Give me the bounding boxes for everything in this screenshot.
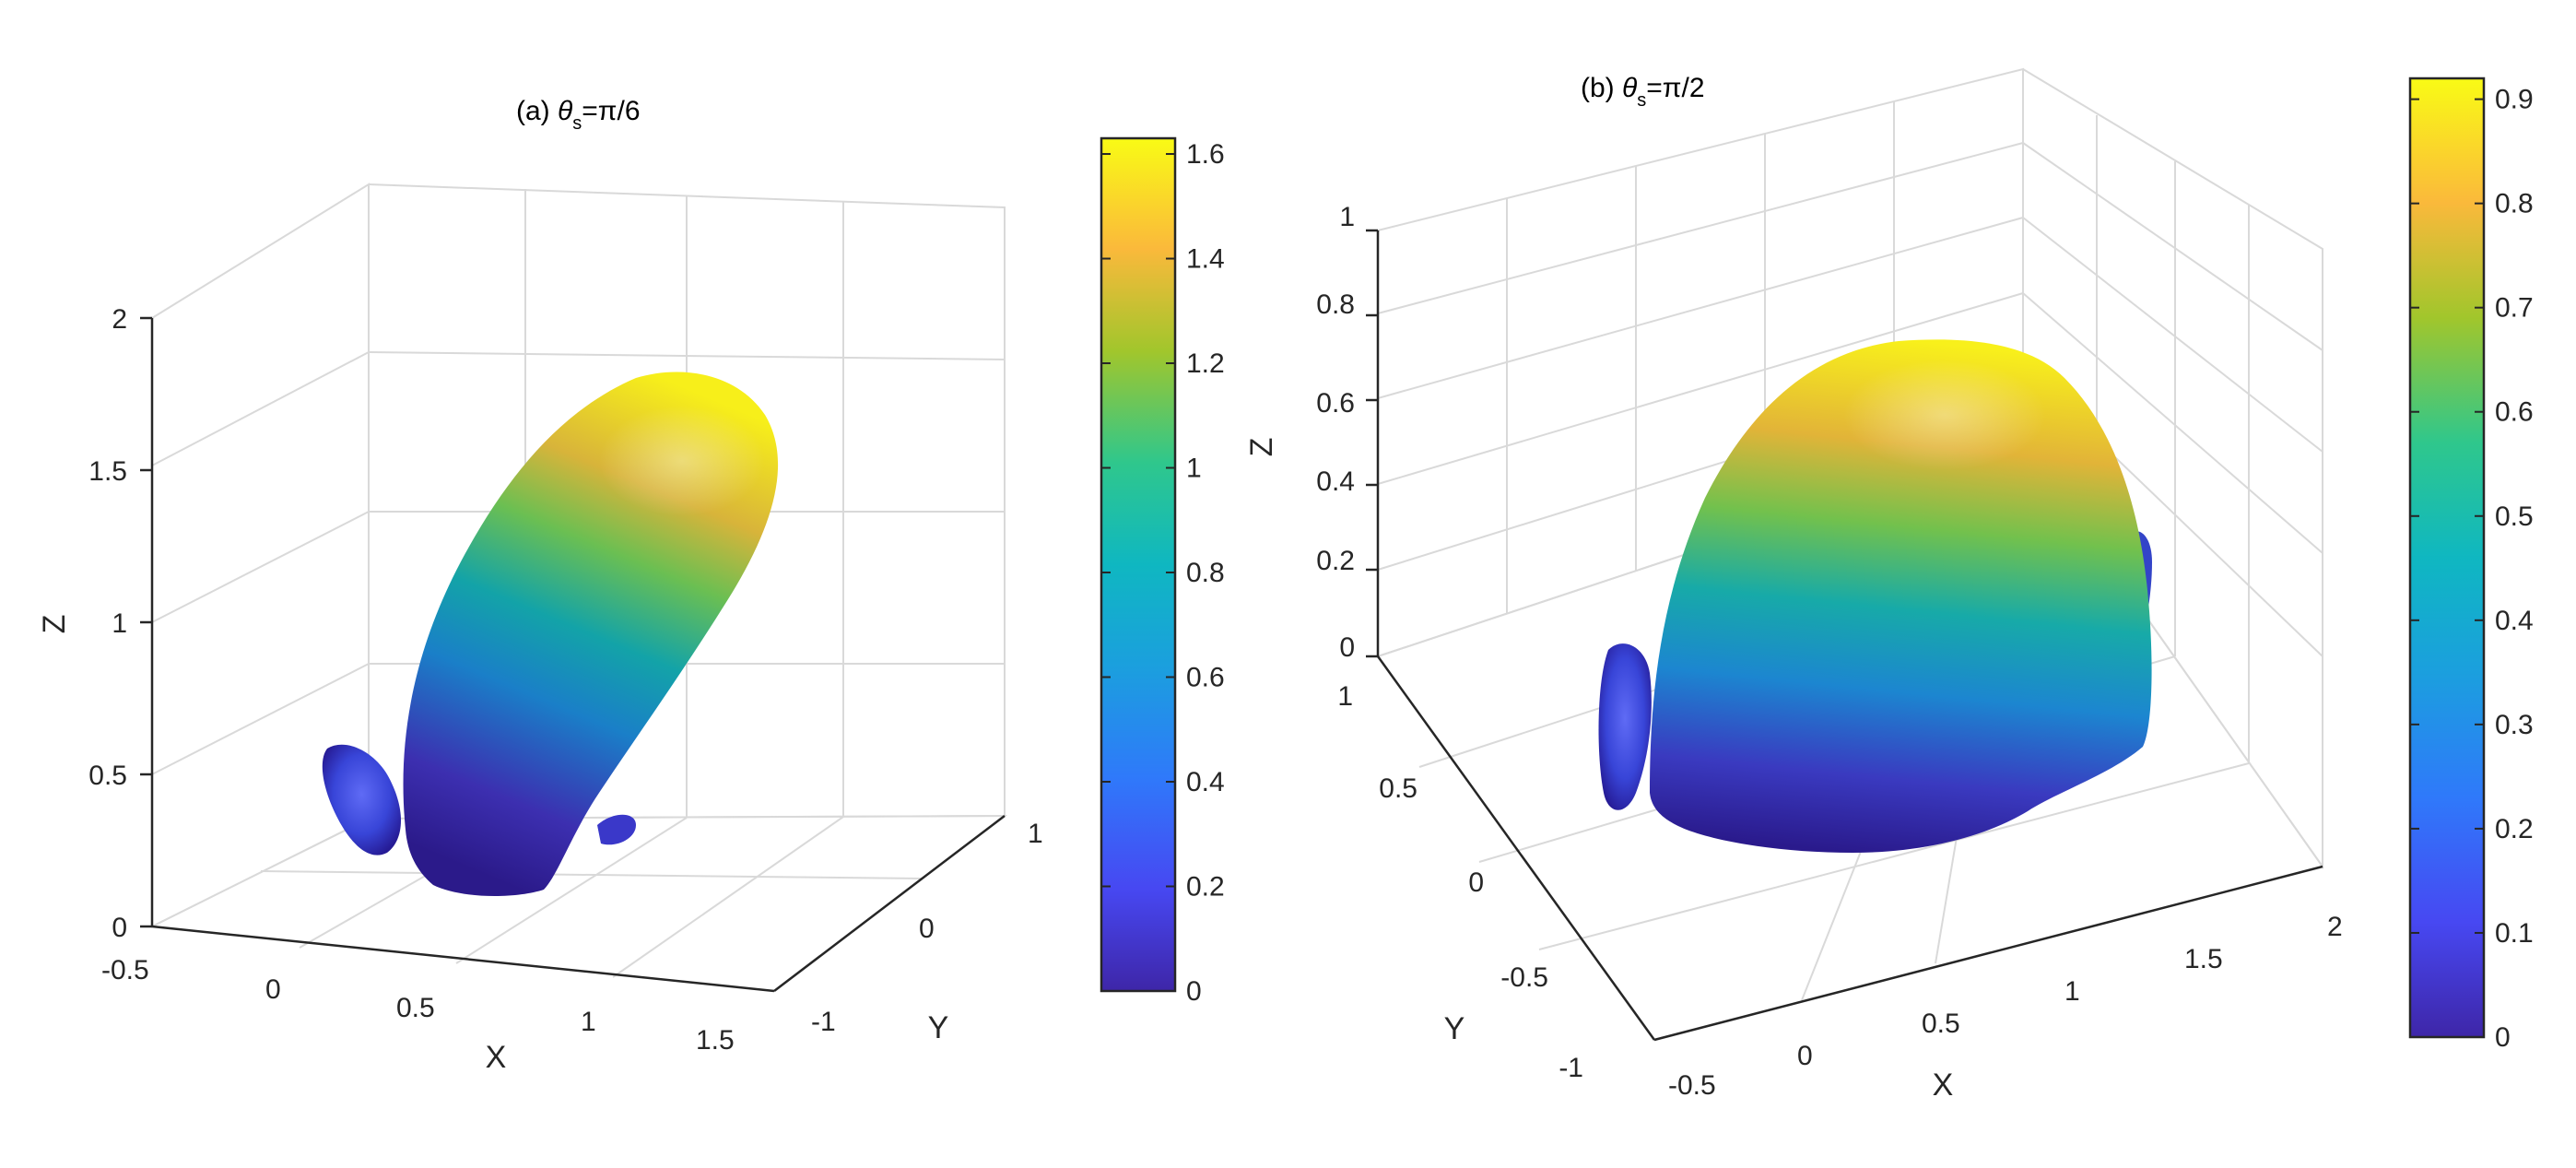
panel-b-y-tick: 1 [1337,681,1353,712]
panel-b-x-tick: 1 [2064,976,2080,1007]
panel-a-surface [322,372,779,896]
panel-b-z-tick: 0.2 [1316,546,1355,576]
panel-a-x-label: X [486,1040,507,1075]
panel-b-z-tick: 0.8 [1316,289,1355,320]
colorbar-tick-label: 0.8 [1186,558,1225,588]
colorbar-tick-label: 0.5 [2495,501,2534,532]
panel-b-z-ticks: 0 0.2 0.4 0.6 0.8 1 [1316,202,1355,663]
panel-b-z-label: Z [1244,438,1279,457]
panel-a-axes [140,316,1006,993]
colorbar-tick-label: 1.4 [1186,244,1225,275]
panel-a-y-ticks: -1 0 1 [811,819,1043,1037]
panel-a-z-tick: 2 [112,304,127,335]
panel-a-z-tick: 1 [112,608,127,639]
panel-b-z-tick: 0 [1339,632,1355,663]
panel-a-z-tick: 0 [112,913,127,943]
panel-a-x-tick: 0.5 [396,993,435,1023]
panel-a-x-tick: 1.5 [696,1025,735,1056]
panel-b-y-label: Y [1444,1011,1465,1046]
panel-a-colorbar-bar [1100,136,1177,993]
panel-b-y-tick: -0.5 [1500,962,1548,993]
panel-b-highlight [1843,360,2046,470]
panel-b-x-ticks: -0.5 0 0.5 1 1.5 2 [1668,912,2343,1101]
panel-a-side-lobe [322,744,401,855]
panel-a-side-lobe [597,814,636,845]
panel-a-z-tick: 0.5 [88,761,127,791]
colorbar-tick-label: 0.6 [2495,397,2534,428]
panel-b-x-tick: 0 [1797,1041,1813,1071]
panel-b: (b) θs=π/2 [1244,67,2534,1103]
panel-b-axes [1366,229,2323,1042]
colorbar-tick-label: 1.2 [1186,348,1225,379]
panel-a-y-label: Y [928,1010,949,1045]
panel-b-surface [1598,339,2152,853]
colorbar-tick-label: 0.6 [1186,663,1225,693]
panel-a-x-ticks: -0.5 0 0.5 1 1.5 [101,955,735,1056]
panel-a-y-tick: -1 [811,1007,836,1037]
panel-b-z-tick: 0.6 [1316,388,1355,419]
panel-b-x-tick: 2 [2327,912,2343,942]
panel-b-x-tick: -0.5 [1668,1070,1716,1101]
panel-b-y-tick: 0 [1468,867,1484,898]
panel-a-x-tick: -0.5 [101,955,149,985]
panel-b-y-ticks: -1 -0.5 0 0.5 1 [1337,681,1583,1083]
panel-a-highlight [599,406,765,516]
panel-a-title: (a) θs=π/6 [516,96,641,134]
panel-b-y-tick: 0.5 [1379,773,1417,804]
panel-b-x-tick: 1.5 [2184,944,2223,974]
colorbar-tick-label: 1.6 [1186,139,1225,170]
colorbar-tick-label: 0.1 [2495,918,2534,949]
panel-b-side-lobe [1598,643,1652,810]
colorbar-tick-label: 0.4 [2495,606,2534,636]
panel-a-x-tick: 0 [265,974,281,1005]
panel-b-title: (b) θs=π/2 [1581,73,1705,111]
panel-a-colorbar-ticks: 0 0.2 0.4 0.6 0.8 1 1.2 1.4 1.6 [1101,139,1225,1007]
colorbar-tick-label: 1 [1186,454,1202,484]
colorbar-tick-label: 0 [1186,976,1202,1007]
colorbar-tick-label: 0.3 [2495,710,2534,740]
colorbar-tick-label: 0.7 [2495,293,2534,324]
colorbar-tick-label: 0.2 [2495,814,2534,844]
panel-a-colorbar: 0 0.2 0.4 0.6 0.8 1 1.2 1.4 1.6 [1100,136,1225,1007]
panel-b-colorbar-bar [2408,77,2486,1039]
colorbar-tick-label: 0.4 [1186,767,1225,797]
colorbar-tick-label: 0 [2495,1022,2511,1053]
panel-b-z-tick: 0.4 [1316,466,1355,497]
colorbar-tick-label: 0.8 [2495,189,2534,219]
panel-b-colorbar-ticks: 0 0.1 0.2 0.3 0.4 0.5 0.6 0.7 0.8 0.9 [2410,85,2534,1053]
panel-b-y-tick: -1 [1559,1053,1583,1083]
panel-b-main-lobe [1650,339,2152,853]
panel-a-y-tick: 1 [1028,819,1043,849]
panel-b-colorbar: 0 0.1 0.2 0.3 0.4 0.5 0.6 0.7 0.8 0.9 [2408,77,2534,1053]
panel-b-x-tick: 0.5 [1922,1009,1960,1039]
panel-a-x-tick: 1 [581,1007,596,1037]
panel-a-z-tick: 1.5 [88,456,127,487]
panel-b-z-tick: 1 [1339,202,1355,232]
panel-a-z-ticks: 0 0.5 1 1.5 2 [88,304,127,943]
colorbar-tick-label: 0.9 [2495,85,2534,115]
colorbar-tick-label: 0.2 [1186,872,1225,903]
panel-a: (a) θs=π/6 [37,96,1225,1075]
panel-a-z-label: Z [37,615,72,634]
panel-a-y-tick: 0 [919,914,935,944]
panel-b-x-label: X [1933,1068,1954,1103]
